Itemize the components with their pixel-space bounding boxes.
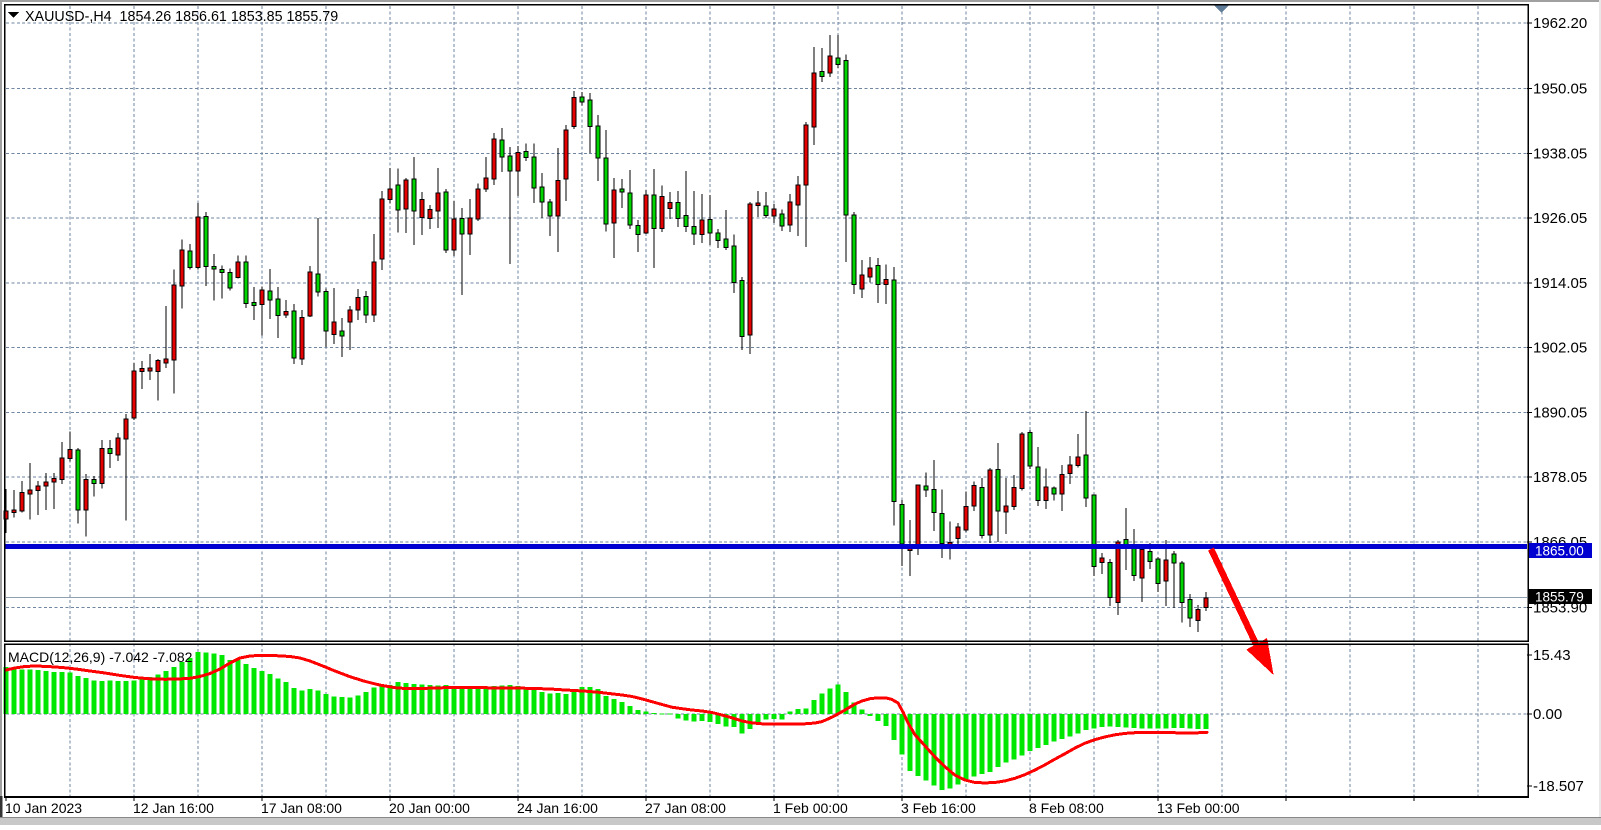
svg-text:27 Jan 08:00: 27 Jan 08:00 <box>645 800 726 816</box>
svg-text:XAUUSD-,H4 1854.26 1856.61 18: XAUUSD-,H4 1854.26 1856.61 1853.85 1855.… <box>25 9 338 25</box>
svg-text:24 Jan 16:00: 24 Jan 16:00 <box>517 800 598 816</box>
svg-text:1890.05: 1890.05 <box>1533 404 1587 421</box>
svg-text:1902.05: 1902.05 <box>1533 340 1587 357</box>
svg-text:8 Feb 08:00: 8 Feb 08:00 <box>1029 800 1104 816</box>
svg-text:1865.00: 1865.00 <box>1535 544 1584 559</box>
svg-text:20 Jan 00:00: 20 Jan 00:00 <box>389 800 470 816</box>
svg-text:MACD(12,26,9) -7.042 -7.082: MACD(12,26,9) -7.042 -7.082 <box>8 649 193 665</box>
svg-text:1878.05: 1878.05 <box>1533 469 1587 486</box>
svg-text:1855.79: 1855.79 <box>1535 590 1584 605</box>
svg-text:12 Jan 16:00: 12 Jan 16:00 <box>133 800 214 816</box>
svg-text:3 Feb 16:00: 3 Feb 16:00 <box>901 800 976 816</box>
svg-text:0.00: 0.00 <box>1533 706 1562 723</box>
svg-text:1950.05: 1950.05 <box>1533 81 1587 98</box>
svg-text:10 Jan 2023: 10 Jan 2023 <box>5 800 82 816</box>
svg-text:1926.05: 1926.05 <box>1533 210 1587 227</box>
svg-text:1914.05: 1914.05 <box>1533 275 1587 292</box>
svg-text:1 Feb 00:00: 1 Feb 00:00 <box>773 800 848 816</box>
svg-text:17 Jan 08:00: 17 Jan 08:00 <box>261 800 342 816</box>
svg-text:1962.20: 1962.20 <box>1533 15 1587 32</box>
svg-text:13 Feb 00:00: 13 Feb 00:00 <box>1157 800 1240 816</box>
svg-text:-18.507: -18.507 <box>1533 778 1584 795</box>
svg-text:15.43: 15.43 <box>1533 647 1571 664</box>
svg-text:1938.05: 1938.05 <box>1533 145 1587 162</box>
